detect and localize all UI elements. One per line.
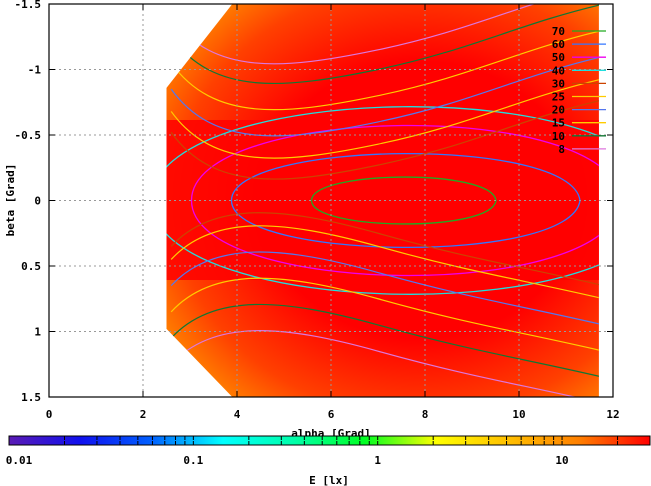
contour-line [170, 330, 599, 397]
legend-label: 50 [552, 51, 565, 64]
y-tick-label: -0.5 [15, 129, 42, 142]
legend-label: 70 [552, 25, 565, 38]
contour-line [170, 29, 599, 111]
legend-label: 20 [552, 104, 565, 117]
x-tick-label: 6 [328, 408, 335, 421]
x-tick-label: 8 [422, 408, 429, 421]
colorbar-tick-label: 1 [374, 454, 381, 467]
grid-lines [49, 4, 613, 397]
legend-label: 25 [552, 91, 565, 104]
contour-lines [166, 4, 599, 397]
y-tick-label: -1.5 [15, 0, 42, 11]
legend-label: 30 [552, 77, 565, 90]
x-tick-label: 12 [606, 408, 619, 421]
y-tick-label: 0.5 [21, 260, 41, 273]
colorbar-tick-label: 0.01 [6, 454, 33, 467]
contour-line [170, 277, 599, 352]
x-tick-label: 2 [140, 408, 147, 421]
y-axis-label: beta [Grad] [4, 164, 17, 237]
contour-line [170, 99, 599, 180]
contour-line [170, 303, 599, 378]
contour-line [170, 212, 599, 287]
x-tick-label: 10 [512, 408, 525, 421]
contour-line [310, 176, 497, 225]
colorbar-tick-label: 10 [555, 454, 568, 467]
contour-line [170, 55, 599, 137]
contour-line [170, 225, 599, 300]
legend-label: 10 [552, 130, 565, 143]
contour-line [166, 106, 599, 295]
y-tick-label: 1.5 [21, 391, 41, 404]
y-tick-label: 0 [34, 195, 41, 208]
colorbar-label: E [lx] [309, 474, 349, 486]
legend-label: 60 [552, 38, 565, 51]
y-tick-label: -1 [28, 64, 42, 77]
plot-area: 0 2 4 6 8 10 12 -1.5-1-0.500.511.5 alpha [Grad… [4, 0, 620, 440]
contour-line [170, 4, 599, 84]
y-tick-label: 1 [34, 326, 41, 339]
axis-ticks [48, 3, 614, 398]
colorbar-tick-labels: 0.01 0.1 1 10 [6, 454, 569, 467]
x-tick-labels: 0 2 4 6 8 10 12 [46, 408, 620, 421]
legend-label: 8 [558, 143, 565, 156]
contour-line [170, 78, 599, 159]
colorbar-tick-label: 0.1 [183, 454, 203, 467]
x-tick-label: 0 [46, 408, 53, 421]
contour-line [190, 124, 599, 277]
colorbar-ticks [8, 436, 651, 445]
x-tick-label: 4 [234, 408, 241, 421]
y-tick-labels: -1.5 -1 -0.5 0 0.5 1 1.5 [15, 0, 42, 404]
legend-label: 15 [552, 117, 565, 130]
legend-label: 40 [552, 64, 565, 77]
contour-line [170, 251, 599, 326]
colorbar-fill [8, 435, 651, 446]
colorbar: 0.01 0.1 1 10 E [lx] [6, 435, 651, 486]
